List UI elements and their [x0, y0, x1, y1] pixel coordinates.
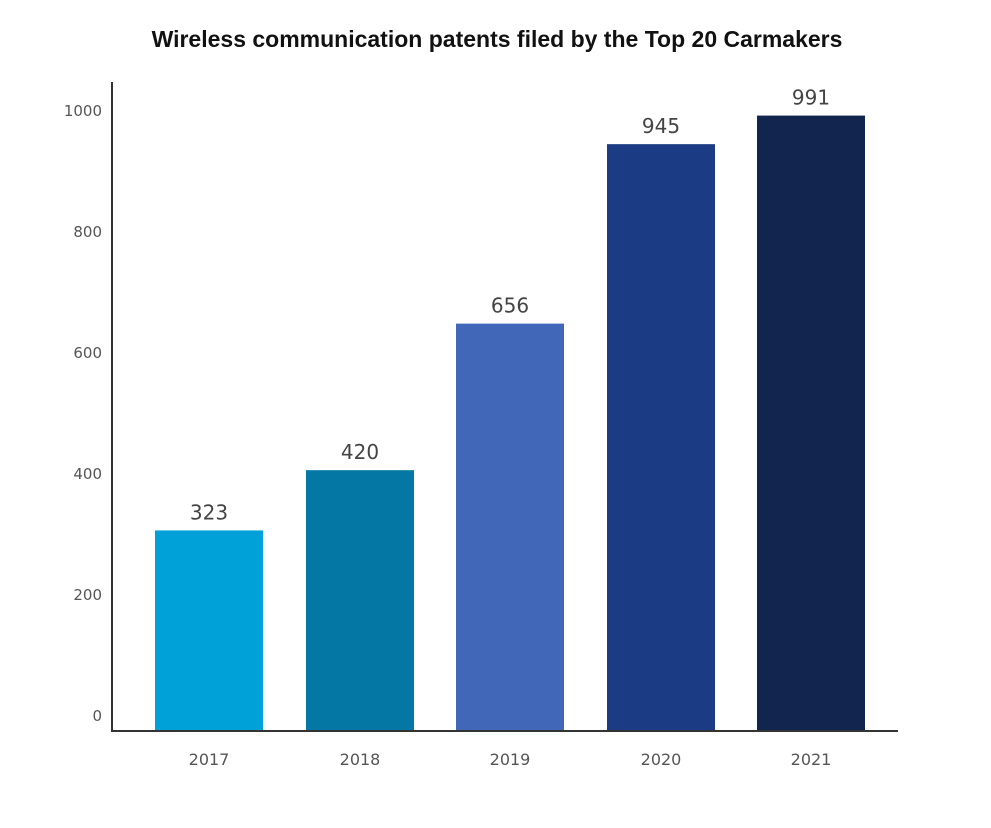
data-label-2019: 656 [491, 294, 529, 318]
y-tick-label: 1000 [64, 102, 102, 120]
bar-2017 [155, 530, 263, 731]
y-axis-ticks: 0 200 400 600 800 1000 [64, 102, 102, 725]
x-tick-label: 2018 [340, 750, 381, 769]
x-tick-label: 2020 [641, 750, 682, 769]
data-label-2018: 420 [341, 440, 379, 464]
bar-2021 [757, 115, 865, 732]
chart-title: Wireless communication patents filed by … [152, 26, 843, 52]
x-axis-ticks: 2017 2018 2019 2020 2021 [189, 750, 832, 769]
y-tick-label: 0 [92, 707, 102, 725]
data-label-2017: 323 [190, 500, 228, 524]
bar-2019 [456, 323, 564, 731]
x-tick-label: 2017 [189, 750, 230, 769]
y-tick-label: 600 [73, 344, 102, 362]
data-label-2020: 945 [642, 114, 680, 138]
y-tick-label: 400 [73, 465, 102, 483]
bar-2018 [306, 470, 414, 731]
bar-2020 [607, 144, 715, 731]
x-tick-label: 2019 [490, 750, 531, 769]
data-labels: 323 420 656 945 991 [190, 86, 830, 525]
bars [155, 115, 865, 732]
y-tick-label: 800 [73, 223, 102, 241]
x-tick-label: 2021 [791, 750, 832, 769]
y-tick-label: 200 [73, 586, 102, 604]
data-label-2021: 991 [792, 86, 830, 110]
